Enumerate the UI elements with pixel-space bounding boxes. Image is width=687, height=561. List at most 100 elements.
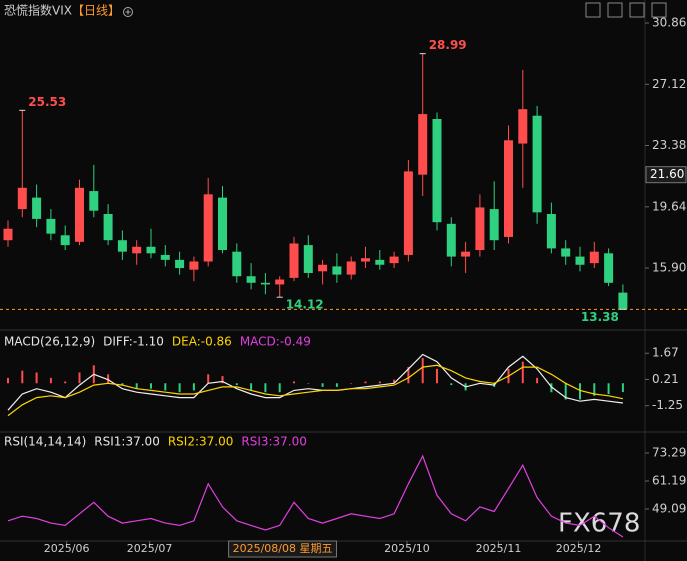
candle-body [32,197,42,219]
candle-body [561,248,571,257]
candle-body [132,246,142,254]
price-mark-box [645,166,687,184]
macd-bar [407,367,410,384]
candle-body [232,251,242,277]
candle-body [589,251,599,264]
macd-bar [521,361,524,384]
tool-button[interactable] [629,2,645,18]
legend-entry: RSI3:37.00 [241,435,307,449]
candle-body [389,256,399,264]
candle-body [604,253,614,283]
y-tick-label: 1.67 [652,346,679,360]
legend-entry: DEA:-0.86 [172,335,232,349]
legend-entry: MACD:-0.49 [240,335,311,349]
candle-body [260,282,270,285]
candle-body [117,240,127,252]
line [7,454,624,538]
candle-body [246,276,256,283]
macd-bar [436,368,438,384]
y-tick-label: 0.21 [652,372,679,386]
macd-bar [350,383,353,384]
macd-bar [307,383,310,384]
x-tick-label: 2025/12 [556,542,602,555]
macd-bar [335,383,338,387]
legend-entry: RSI2:37.00 [168,435,234,449]
x-tick-label: 2025/11 [476,542,522,555]
macd-bar [293,381,295,384]
macd-bar [593,383,596,396]
y-tick-label: 49.09 [652,502,686,516]
candle-body [403,171,413,255]
candle-body [489,209,499,241]
macd-bar [564,383,567,400]
macd-bar [207,374,210,384]
candle-body [461,251,471,257]
y-tick-label: 61.19 [652,474,686,488]
candle-body [518,109,528,144]
annotation: 25.53 [28,95,66,109]
macd-bar [221,376,224,384]
crosshair-label-box [228,540,338,558]
y-tick-label: 23.38 [652,138,686,152]
candle-body [532,115,542,213]
macd-bar [450,383,453,386]
macd-bar [250,383,253,391]
candle-body [89,191,99,211]
candle-body [332,266,342,275]
price-mark-label: 21.60 [650,167,684,181]
macd-bar [35,372,38,384]
legend-entry: MACD(26,12,9) [4,335,95,349]
candle-body [318,264,328,272]
candle-body [103,213,113,241]
candle-body [475,207,485,251]
macd-bar [278,383,281,393]
candle-body [175,259,185,269]
candle-body [432,119,442,223]
candle-body [418,114,428,175]
macd-bar [264,383,267,393]
candle-body [160,254,170,260]
tool-button[interactable] [585,2,601,18]
macd-bar [21,370,24,384]
line [7,353,623,411]
macd-bar [536,377,539,384]
candle-body [60,235,70,246]
candle-body [546,213,556,249]
candle-body [3,228,13,241]
macd-bar [621,383,624,393]
candle-body [289,243,299,278]
candle-body [446,223,456,257]
zoom-icon[interactable] [123,7,133,17]
candle-body [75,187,84,242]
x-tick-label: 2025/07 [127,542,173,555]
tool-button[interactable] [651,2,667,18]
tool-button[interactable] [607,2,623,18]
macd-bar [7,377,9,384]
y-tick-label: 19.64 [652,199,686,213]
chart-title: 恐慌指数VIX [4,3,72,18]
candle-body [203,194,213,262]
y-tick-label: 27.12 [652,77,686,91]
candle-body [46,218,56,234]
macd-bar [178,383,181,393]
macd-bar [164,383,167,391]
annotation: 14.12 [286,298,324,312]
candle-body [346,261,356,275]
candle-body [146,246,156,254]
macd-bar [135,383,138,389]
legend-entry: DIFF:-1.10 [103,335,164,349]
candle-body [275,279,285,285]
legend-entry: RSI1:37.00 [94,435,160,449]
macd-bar [78,372,81,384]
candle-body [361,258,370,262]
macd-bar [321,383,324,387]
macd-bar [364,381,367,384]
toolbar [585,2,667,18]
y-tick-label: 73.29 [652,446,686,460]
macd-bar [579,383,581,400]
macd-bar [421,358,424,384]
macd-bar [107,374,110,384]
candle-body [218,197,227,251]
